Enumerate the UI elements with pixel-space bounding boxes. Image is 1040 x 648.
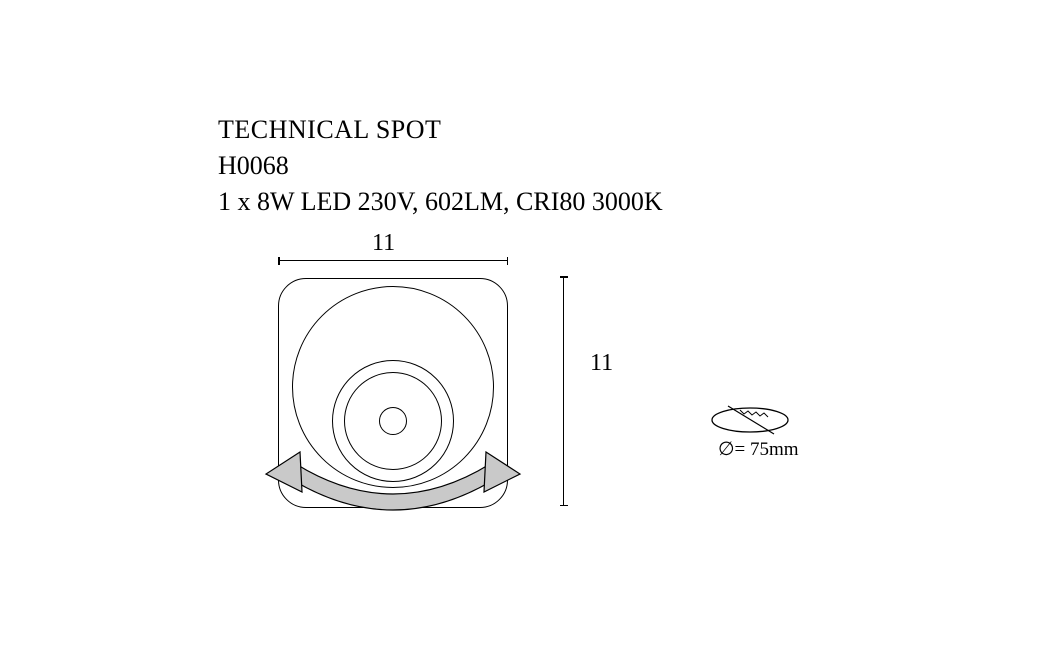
cutout-hole-icon xyxy=(700,400,810,442)
cutout-diameter-group: ∅= 75mm xyxy=(700,400,830,480)
fixture-drawing xyxy=(268,266,563,526)
spec-line: 1 x 8W LED 230V, 602LM, CRI80 3000K xyxy=(218,184,663,219)
model-number: H0068 xyxy=(218,148,289,183)
page: TECHNICAL SPOT H0068 1 x 8W LED 230V, 60… xyxy=(0,0,1040,648)
dimension-line-right xyxy=(563,276,571,506)
cutout-diameter-label: ∅= 75mm xyxy=(718,438,799,461)
dimension-height-label: 11 xyxy=(590,350,613,377)
dimension-line-top xyxy=(278,260,508,268)
dimension-width-label: 11 xyxy=(372,230,395,257)
center-dot xyxy=(379,407,407,435)
title: TECHNICAL SPOT xyxy=(218,112,441,147)
rotation-arrow-icon xyxy=(260,434,526,524)
